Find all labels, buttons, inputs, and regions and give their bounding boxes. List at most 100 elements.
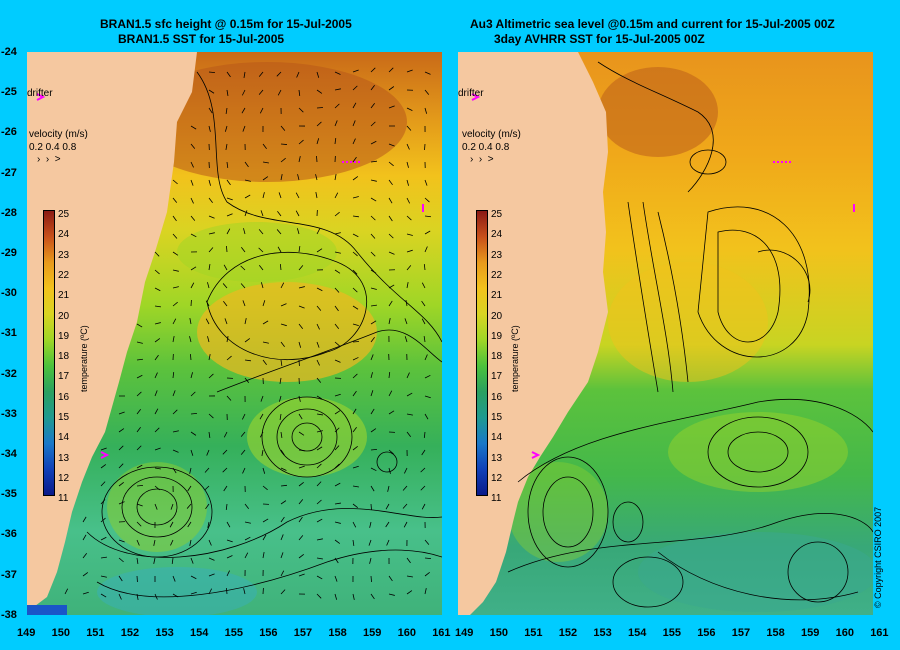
- velocity-arrow: [316, 430, 323, 433]
- lon-tick-label: 155: [662, 627, 681, 639]
- velocity-arrow: [370, 251, 376, 257]
- velocity-arrow: [370, 160, 377, 163]
- velocity-arrow: [280, 484, 288, 487]
- velocity-arrow: [208, 197, 213, 204]
- velocity-arrow: [189, 336, 192, 343]
- velocity-arrow: [118, 428, 125, 433]
- velocity-arrow: [334, 502, 341, 505]
- velocity-arrow: [136, 557, 139, 564]
- velocity-arrow: [100, 499, 106, 505]
- velocity-arrow: [352, 373, 358, 379]
- velocity-arrow: [262, 320, 269, 325]
- lon-tick-label: 156: [259, 627, 278, 639]
- velocity-arrow: [298, 107, 304, 113]
- velocity-arrow: [352, 69, 359, 73]
- velocity-arrow: [298, 465, 305, 469]
- right-title-line1: Au3 Altimetric sea level @0.15m and curr…: [470, 17, 835, 31]
- velocity-arrow: [406, 161, 409, 168]
- velocity-arrow: [385, 503, 390, 510]
- velocity-arrow: [279, 395, 282, 402]
- velocity-arrow: [243, 228, 246, 235]
- velocity-arrow: [172, 390, 176, 397]
- velocity-arrow: [154, 485, 160, 491]
- lon-tick-label: 161: [870, 627, 889, 639]
- velocity-arrow: [277, 89, 282, 96]
- velocity-arrow: [172, 430, 179, 433]
- velocity-arrow: [190, 197, 194, 204]
- lon-tick-label: 151: [86, 627, 105, 639]
- velocity-arrow: [406, 413, 413, 416]
- velocity-arrow: [424, 413, 429, 420]
- velocity-arrow: [242, 467, 246, 474]
- velocity-arrow: [240, 283, 246, 289]
- velocity-arrow: [153, 557, 156, 564]
- velocity-arrow: [334, 251, 341, 254]
- velocity-arrow: [205, 503, 210, 510]
- colorbar-tick-label: 11: [58, 493, 69, 505]
- velocity-arrow: [244, 210, 248, 217]
- velocity-arrow: [370, 179, 377, 182]
- velocity-arrow: [370, 372, 373, 379]
- velocity-arrow: [298, 341, 302, 348]
- velocity-arrow: [226, 355, 232, 361]
- velocity-arrow: [316, 305, 322, 311]
- velocity-arrow: [370, 233, 376, 239]
- velocity-arrow: [316, 446, 323, 451]
- velocity-arrow: [316, 323, 320, 330]
- lon-tick-label: 149: [17, 627, 36, 639]
- left-drifter-label: drifter: [27, 88, 53, 99]
- lon-tick-label: 156: [697, 627, 716, 639]
- velocity-arrow: [388, 318, 391, 325]
- velocity-arrow: [154, 287, 161, 292]
- velocity-arrow: [154, 251, 160, 257]
- velocity-arrow: [262, 300, 266, 307]
- velocity-arrow: [226, 395, 232, 401]
- velocity-arrow: [280, 570, 285, 577]
- velocity-arrow: [298, 323, 304, 329]
- velocity-arrow: [424, 89, 430, 95]
- velocity-arrow: [352, 233, 359, 238]
- velocity-arrow: [136, 341, 143, 344]
- velocity-arrow: [334, 305, 339, 312]
- velocity-arrow: [136, 409, 141, 415]
- velocity-arrow: [154, 467, 161, 470]
- velocity-arrow: [260, 210, 264, 217]
- lon-tick-label: 152: [558, 627, 578, 639]
- velocity-arrow: [298, 413, 303, 420]
- velocity-arrow: [225, 107, 228, 114]
- velocity-arrow: [334, 410, 341, 415]
- velocity-arrow: [172, 593, 179, 598]
- right-velocity-label: velocity (m/s): [462, 129, 521, 140]
- velocity-arrow: [298, 139, 304, 145]
- velocity-arrow: [172, 233, 178, 239]
- velocity-arrow: [334, 482, 341, 487]
- velocity-arrow: [316, 395, 323, 400]
- velocity-arrow: [352, 102, 357, 109]
- velocity-arrow: [370, 84, 375, 91]
- colorbar-tick-label: 18: [491, 351, 503, 363]
- velocity-arrow: [352, 390, 357, 397]
- velocity-arrow: [154, 408, 159, 415]
- velocity-arrow: [406, 233, 413, 236]
- velocity-arrow: [224, 318, 228, 325]
- velocity-arrow: [298, 431, 305, 436]
- velocity-arrow: [424, 588, 427, 595]
- velocity-arrow: [298, 535, 304, 541]
- velocity-arrow: [369, 557, 372, 564]
- velocity-arrow: [316, 575, 323, 580]
- velocity-arrow: [226, 555, 233, 559]
- lat-tick-label: -27: [1, 166, 17, 179]
- lat-tick-label: -33: [1, 407, 17, 420]
- velocity-arrow: [262, 192, 265, 199]
- velocity-arrow: [226, 161, 229, 169]
- velocity-arrow: [388, 105, 395, 109]
- colorbar-tick-label: 19: [58, 330, 70, 342]
- velocity-arrow: [259, 413, 264, 420]
- velocity-arrow: [421, 318, 426, 325]
- lon-tick-label: 150: [51, 627, 70, 639]
- colorbar-tick-label: 15: [58, 412, 70, 423]
- velocity-arrow: [118, 501, 125, 505]
- velocity-arrow: [421, 282, 426, 289]
- colorbar-tick-label: 21: [58, 290, 70, 302]
- velocity-arrow: [261, 449, 264, 456]
